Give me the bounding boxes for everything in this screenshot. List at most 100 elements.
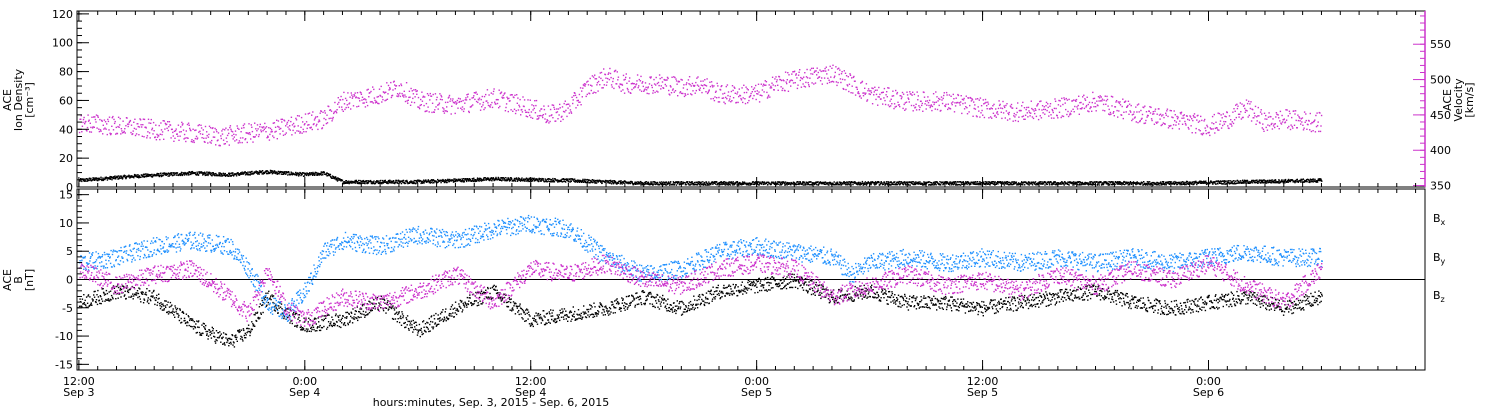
data-point <box>784 181 787 183</box>
data-point <box>820 70 822 73</box>
data-point <box>564 100 566 102</box>
data-point <box>533 180 536 182</box>
data-point <box>652 184 654 186</box>
data-point <box>145 175 147 178</box>
data-point <box>904 182 906 184</box>
data-point <box>804 184 807 186</box>
data-point <box>493 179 495 182</box>
data-point <box>980 112 982 114</box>
data-point <box>704 183 706 185</box>
data-point <box>129 175 131 178</box>
data-point <box>491 178 494 180</box>
data-point <box>1039 181 1042 183</box>
data-point <box>209 172 211 174</box>
data-point <box>909 91 911 93</box>
data-point <box>975 98 977 100</box>
data-point <box>225 175 227 177</box>
data-point <box>421 180 423 183</box>
data-point <box>241 127 243 129</box>
data-point <box>345 106 347 109</box>
data-point <box>982 99 984 101</box>
data-point <box>1158 184 1160 186</box>
data-point <box>138 134 140 136</box>
data-point <box>435 99 438 101</box>
data-point <box>644 88 646 90</box>
data-point <box>869 90 871 92</box>
data-point <box>1033 110 1035 112</box>
data-point <box>990 182 992 184</box>
data-point <box>838 181 841 183</box>
data-point <box>518 104 520 106</box>
data-point <box>724 184 726 186</box>
data-point <box>266 170 268 172</box>
data-point <box>447 178 449 181</box>
data-point <box>335 177 338 179</box>
data-point <box>352 95 354 98</box>
data-point <box>605 77 607 79</box>
data-point <box>917 95 919 97</box>
data-point <box>727 94 729 97</box>
data-point <box>409 181 412 184</box>
data-point <box>504 92 506 94</box>
data-point <box>767 181 770 183</box>
data-point <box>902 107 904 110</box>
data-point <box>676 181 678 183</box>
data-point <box>328 105 330 108</box>
data-point <box>814 82 817 84</box>
data-point <box>526 177 528 180</box>
data-point <box>883 97 885 99</box>
data-point <box>132 130 134 132</box>
data-point <box>519 98 521 101</box>
data-point <box>513 96 515 99</box>
data-point <box>448 96 450 98</box>
data-point <box>429 181 431 183</box>
data-point <box>379 95 382 97</box>
data-point <box>241 141 243 144</box>
data-point <box>206 173 209 175</box>
data-point <box>923 184 925 186</box>
data-point <box>431 111 433 114</box>
data-point <box>472 180 475 183</box>
data-point <box>474 179 476 181</box>
data-point <box>678 182 680 184</box>
data-point <box>742 182 745 184</box>
data-point <box>810 67 813 70</box>
data-point <box>918 181 920 183</box>
data-point <box>859 181 861 184</box>
data-point <box>649 184 651 186</box>
data-point <box>214 174 216 177</box>
data-point <box>932 183 934 185</box>
data-point <box>826 73 828 75</box>
data-point <box>725 96 727 99</box>
data-point <box>571 96 573 98</box>
data-point <box>839 182 842 185</box>
data-point <box>956 101 958 104</box>
data-point <box>593 91 595 93</box>
data-point <box>1046 183 1048 185</box>
data-point <box>359 182 362 185</box>
data-point <box>81 125 84 127</box>
data-point <box>1302 178 1304 180</box>
data-point <box>592 181 594 184</box>
data-point <box>114 177 117 179</box>
data-point <box>87 178 89 180</box>
data-point <box>302 121 304 123</box>
data-point <box>208 125 211 127</box>
data-point <box>893 103 896 105</box>
data-point <box>144 173 146 176</box>
data-point <box>114 120 116 123</box>
data-point <box>277 170 280 173</box>
data-point <box>846 181 848 183</box>
data-point <box>135 174 137 176</box>
data-point <box>921 102 923 105</box>
data-point <box>481 95 483 98</box>
data-point <box>827 77 829 79</box>
data-point <box>398 182 401 184</box>
data-point <box>736 93 738 95</box>
data-point <box>724 183 726 185</box>
data-point <box>158 175 161 178</box>
data-point <box>888 181 890 183</box>
data-point <box>511 178 513 180</box>
data-point <box>753 87 756 89</box>
data-point <box>965 182 967 184</box>
